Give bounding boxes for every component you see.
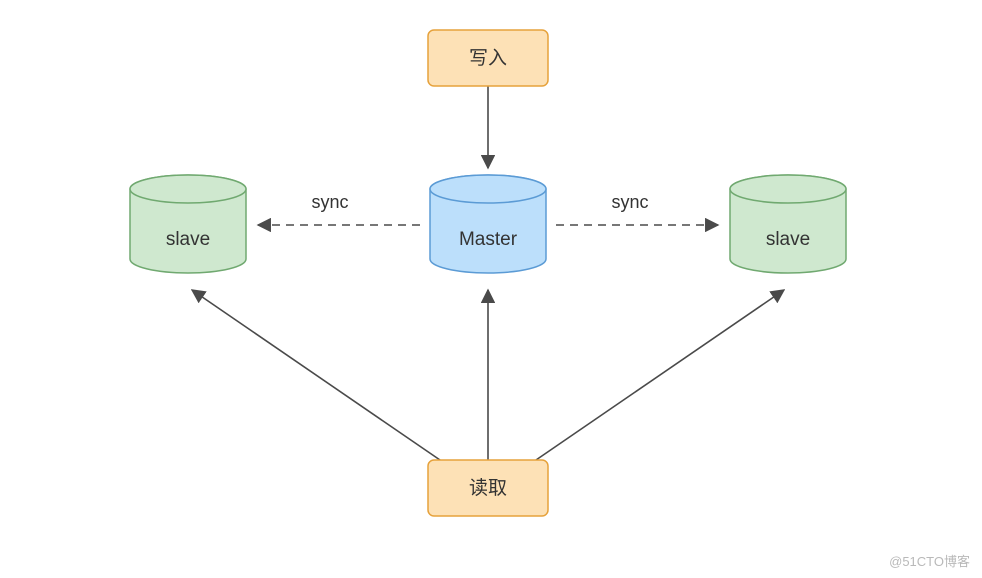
slave2-label: slave [766,229,810,250]
write: 写入 [428,30,548,86]
master: Master [430,175,546,273]
slave2: slave [730,175,846,273]
read: 读取 [428,460,548,516]
write-label: 写入 [469,48,507,69]
master-label: Master [459,229,518,250]
slave1-label: slave [166,229,210,250]
edge-sync_left-label: sync [311,192,348,212]
edge-sync_right-label: sync [611,192,648,212]
read-label: 读取 [469,477,507,499]
edge-read_to_slave1 [192,290,440,460]
edge-read_to_slave2 [536,290,784,460]
diagram-canvas: sync sync 写入读取 Master slave slave @51CTO博客 [0,0,982,578]
watermark: @51CTO博客 [889,554,970,569]
slave1: slave [130,175,246,273]
